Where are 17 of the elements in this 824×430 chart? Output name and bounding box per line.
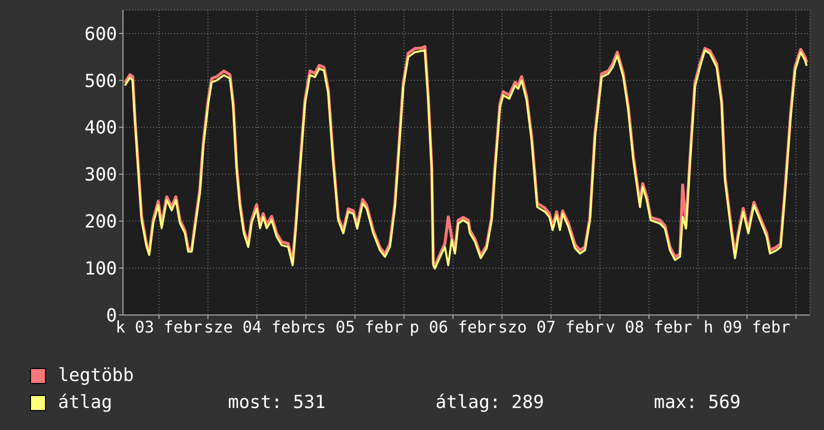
y-tick-label: 600 [84, 24, 117, 45]
x-tick-label: h 09 febr [704, 317, 791, 336]
x-tick-label: p 06 febr [410, 317, 497, 336]
text: most: 531 [228, 391, 326, 415]
y-tick-label: 100 [84, 258, 117, 280]
x-tick-label: v 08 febr [606, 317, 693, 336]
y-tick-label: 200 [84, 212, 117, 233]
text: átlag: 289 [436, 391, 544, 415]
y-tick-label: 0 [106, 305, 117, 326]
legend-label: átlag [58, 391, 114, 415]
legend-label: legtöbb [58, 364, 135, 388]
x-tick-label: szo 07 febr [498, 317, 604, 336]
y-tick-label: 400 [84, 118, 117, 139]
y-tick-label: 500 [84, 70, 117, 92]
x-tick-label: k 03 febr [116, 317, 203, 336]
text: max: 569 [654, 391, 741, 415]
y-tick-label: 300 [84, 164, 117, 186]
